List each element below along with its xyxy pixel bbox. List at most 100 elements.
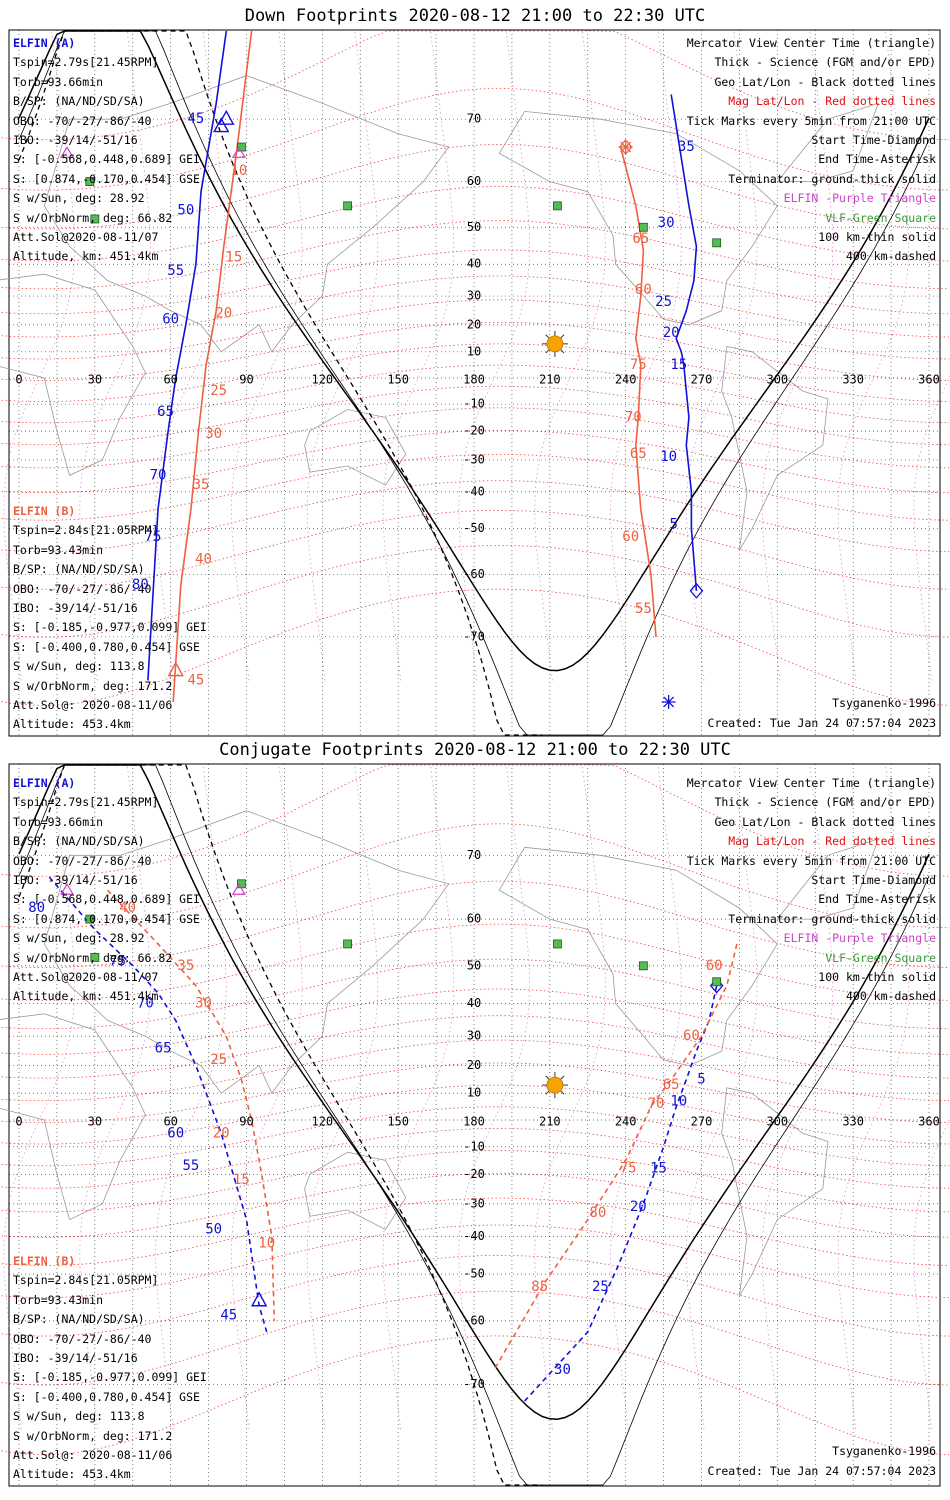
- info-line: Att.Sol@: 2020-08-11/06: [13, 1448, 173, 1463]
- tick-label: 75: [630, 357, 647, 373]
- legend-panel: Mercator View Center Time (triangle) Thi…: [687, 34, 936, 267]
- lat-tick-label: -70: [463, 1377, 485, 1391]
- vlf-square: [343, 939, 353, 949]
- mag-parallel: [0, 321, 950, 381]
- coastline: [498, 110, 778, 326]
- lon-tick-label: 60: [163, 373, 177, 387]
- lon-tick-label: 180: [463, 373, 485, 387]
- lat-tick-label: 60: [467, 912, 481, 926]
- center-time-triangle: [213, 117, 230, 133]
- tick-label: 35: [678, 139, 695, 155]
- legend-panel: Mercator View Center Time (triangle) Thi…: [687, 774, 936, 1007]
- mag-parallel: [0, 1062, 950, 1123]
- lon-tick-label: 300: [766, 1115, 788, 1129]
- tick-label: 70: [137, 996, 154, 1012]
- legend-line: Terminator: ground-thick solid: [728, 911, 936, 926]
- info-line: Tspin=2.84s[21.05RPM]: [13, 1273, 159, 1288]
- vlf-square: [553, 939, 562, 949]
- legend-line: 100 km-thin solid: [818, 970, 936, 985]
- mag-parallel: [0, 430, 950, 494]
- footprint-track: [524, 985, 718, 1402]
- footprint-track: [493, 943, 738, 1371]
- lon-tick-label: 330: [842, 373, 864, 387]
- tick-label: 10: [670, 1093, 687, 1109]
- start-diamond: [689, 582, 704, 599]
- tick-label: 20: [630, 1199, 647, 1215]
- legend-line: Start Time-Diamond: [811, 873, 936, 888]
- tick-label: 5: [697, 1072, 705, 1088]
- lon-tick-label: 240: [615, 1115, 637, 1129]
- tick-label: 80: [589, 1205, 606, 1221]
- tick-label: 10: [258, 1235, 275, 1251]
- tick-label: 85: [531, 1279, 548, 1295]
- legend-line: ELFIN -Purple Triangle: [783, 931, 936, 946]
- info-line: Torb=93.66min: [13, 814, 104, 829]
- chart-title-conjugate: Conjugate Footprints 2020-08-12 21:00 to…: [219, 740, 731, 760]
- vlf-square: [85, 177, 95, 186]
- elfin-triangle: [231, 883, 246, 895]
- tick-label: 30: [195, 996, 212, 1012]
- lat-tick-label: -30: [463, 1196, 485, 1210]
- tick-label: 60: [635, 282, 652, 298]
- lat-tick-label: -60: [463, 1313, 485, 1327]
- lon-tick-label: 150: [387, 373, 409, 387]
- tick-label: 55: [167, 263, 184, 279]
- tick-label: 50: [205, 1222, 222, 1238]
- tick-label: 45: [220, 1308, 237, 1324]
- mag-parallel: [0, 186, 950, 262]
- mag-parallel: [0, 1106, 950, 1167]
- mag-meridian: [534, 30, 606, 681]
- chart-title-down: Down Footprints 2020-08-12 21:00 to 22:3…: [244, 6, 706, 26]
- footprint-track: [48, 876, 268, 1333]
- coastline: [776, 102, 880, 182]
- terminator-100km: [18, 764, 930, 1486]
- center-time-triangle: [218, 109, 235, 125]
- tick-label: 80: [28, 900, 45, 916]
- info-line: Torb=93.43min: [13, 542, 104, 557]
- elfin-b-info-panel: ELFIN (B) Tspin=2.84s[21.05RPM] Torb=93.…: [13, 502, 207, 735]
- lat-tick-label: -20: [463, 1167, 485, 1181]
- vlf-square: [90, 952, 100, 962]
- vlf-square: [712, 238, 722, 248]
- down-footprints-map: 35 30 25 20 15 10 5 65 60 75 70 65 60 55 45 50 55 60 65 70 7…: [0, 29, 950, 737]
- mag-parallel: [0, 588, 950, 706]
- info-line: S w/Sun, deg: 113.8: [13, 1409, 145, 1424]
- lon-tick-label: 90: [239, 1115, 253, 1129]
- tick-label: 45: [188, 111, 205, 127]
- tick-label: 25: [592, 1279, 609, 1295]
- created-label: Created: Tue Jan 24 07:57:04 2023: [707, 1464, 936, 1478]
- mag-parallel: [0, 480, 950, 553]
- legend-line: End Time-Asterisk: [818, 152, 936, 167]
- lat-tick-label: -20: [463, 424, 485, 438]
- legend-line: Terminator: ground-thick solid: [728, 171, 936, 186]
- lon-tick-label: 270: [691, 373, 713, 387]
- legend-line: ELFIN -Purple Triangle: [783, 191, 936, 206]
- model-label: Tsyganenko-1996: [832, 696, 936, 710]
- legend-line: Tick Marks every 5min from 21:00 UTC: [686, 853, 936, 868]
- elfin-a-label: ELFIN (A): [13, 36, 76, 50]
- tick-label: 35: [177, 958, 194, 974]
- elfin-b-label: ELFIN (B): [13, 1254, 76, 1268]
- footprint-track: [619, 146, 657, 637]
- info-line: OBO: -70/-27/-86/-40: [13, 581, 152, 596]
- info-line: S: [-0.400,0.780,0.454] GSE: [13, 1389, 200, 1404]
- vlf-square: [638, 222, 648, 232]
- info-line: Torb=93.66min: [13, 74, 104, 89]
- tick-label: 65: [157, 404, 174, 420]
- info-line: Att.Sol@: 2020-08-11/06: [13, 698, 173, 713]
- mag-parallel: [0, 1084, 950, 1145]
- info-line: S w/OrbNorm, deg: 66.82: [13, 950, 173, 965]
- info-line: S w/OrbNorm, deg: 66.82: [13, 210, 173, 225]
- info-line: IBO: -39/14/-51/16: [13, 873, 138, 888]
- terminator-ground: [18, 30, 930, 672]
- lat-tick-label: 60: [467, 174, 481, 188]
- sun-icon: [546, 1076, 564, 1094]
- coastline: [43, 810, 450, 1094]
- info-line: Altitude: 453.4km: [13, 1467, 131, 1482]
- mag-meridian: [306, 30, 379, 681]
- tick-label: 15: [225, 249, 242, 265]
- legend-line: Mag Lat/Lon - Red dotted lines: [728, 94, 936, 109]
- mag-parallel: [0, 1224, 950, 1298]
- tick-label: 10: [660, 449, 677, 465]
- vlf-square: [712, 977, 722, 987]
